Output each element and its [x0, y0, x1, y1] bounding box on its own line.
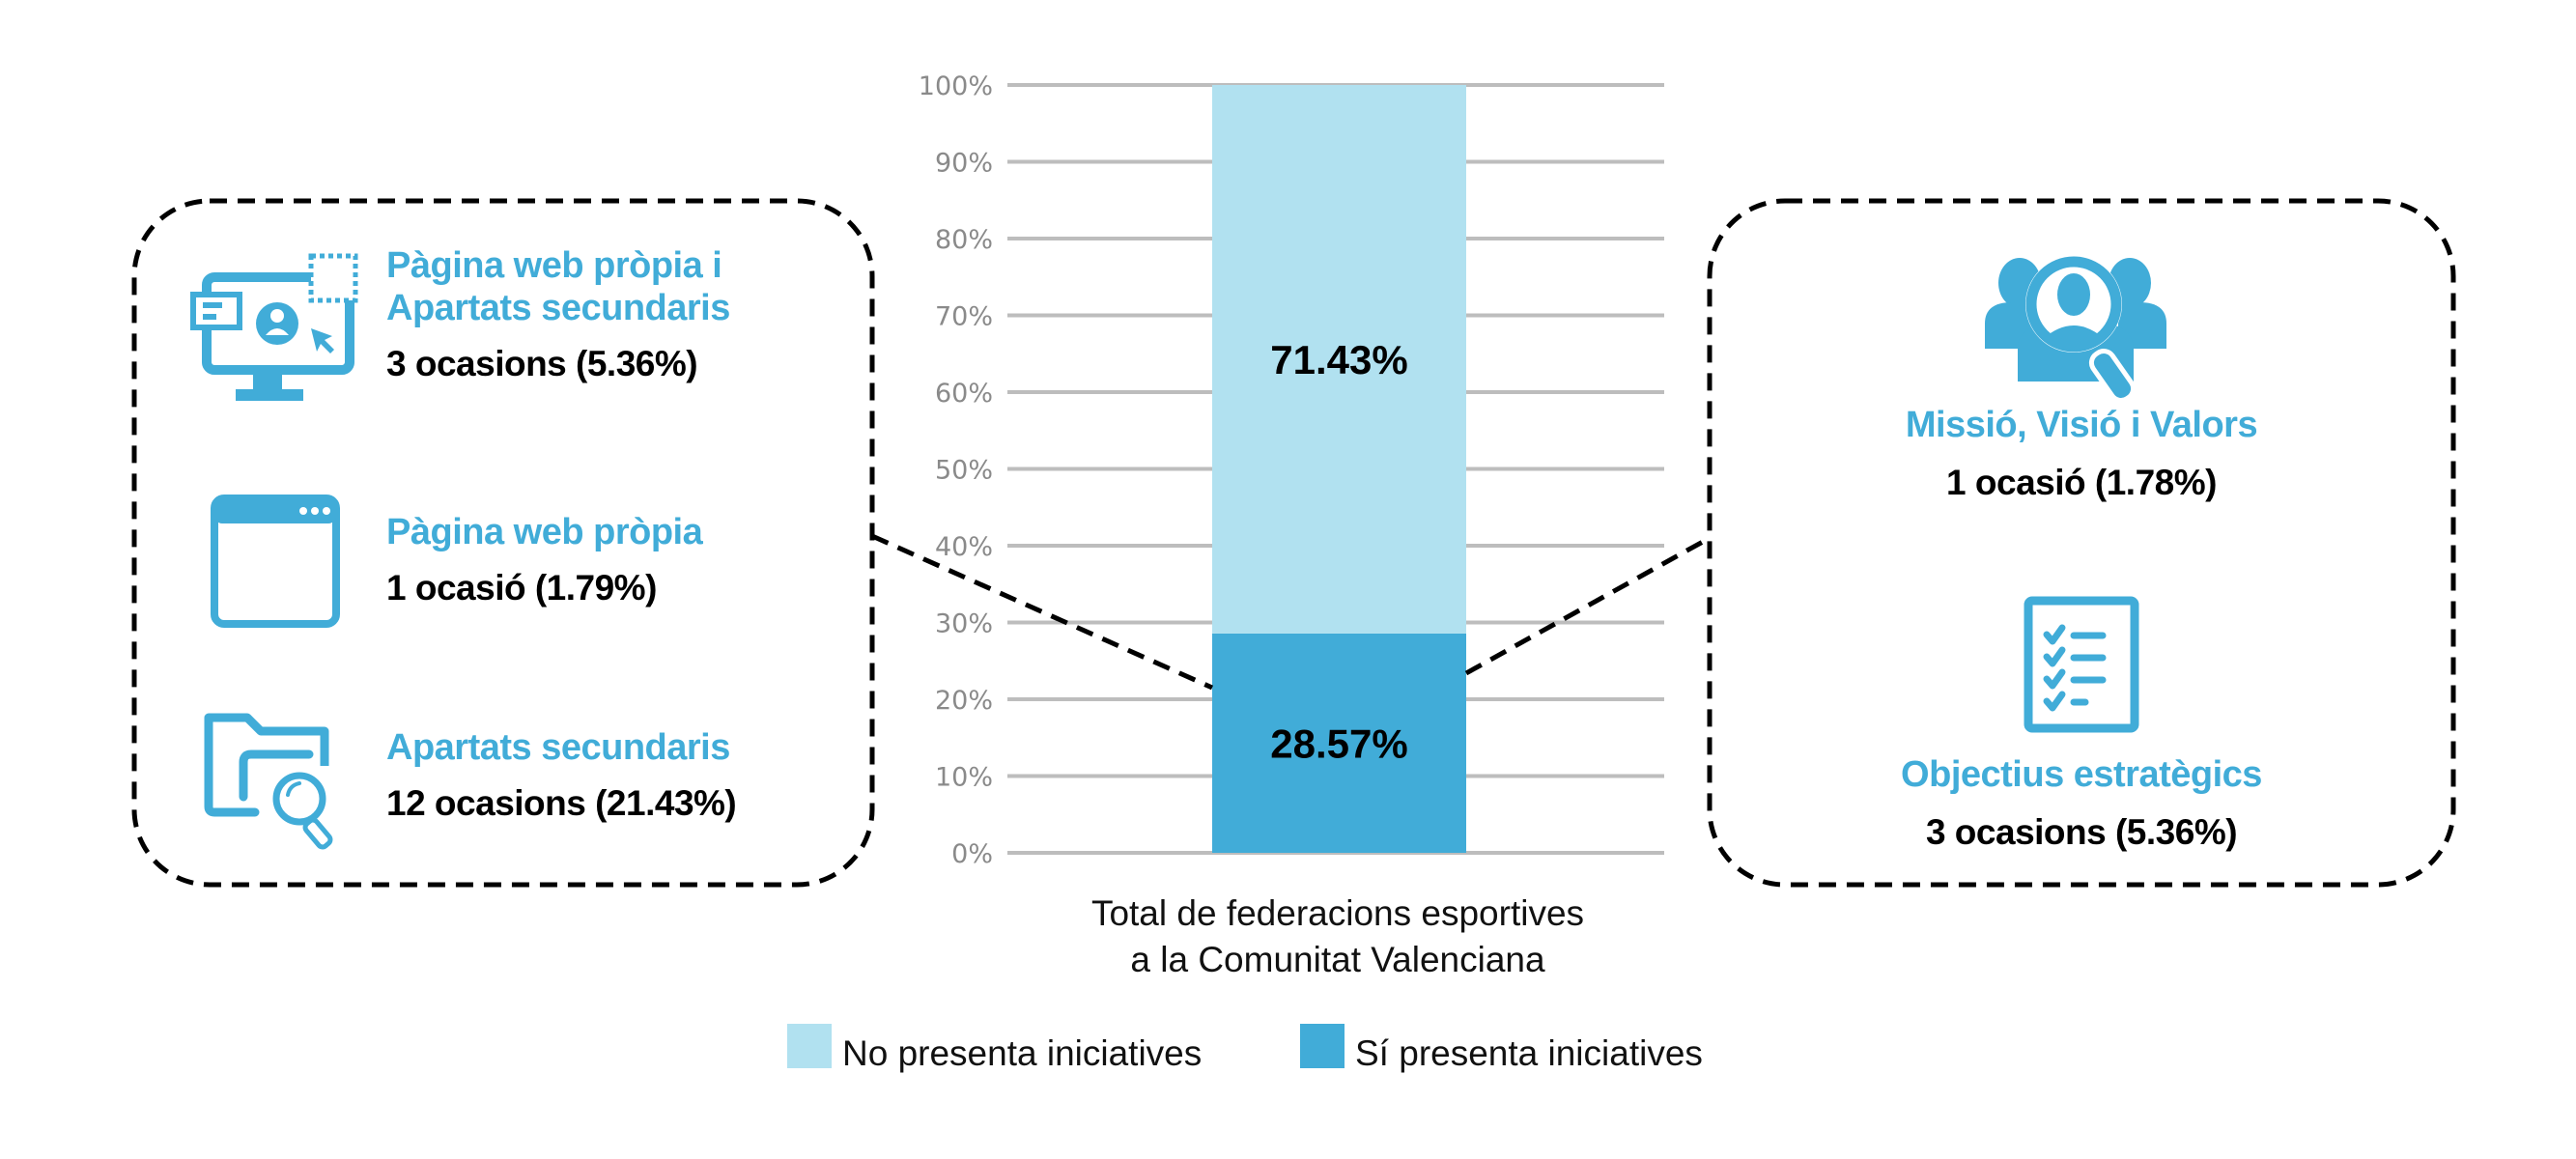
y-tick-label: 10%: [935, 763, 993, 793]
item-count: 3 ocasions (5.36%): [1925, 812, 2238, 852]
people-search-icon: [1985, 256, 2166, 403]
y-tick-label: 80%: [935, 225, 993, 255]
y-axis-ticks: 0% 10% 20% 30% 40% 50% 60% 70% 80% 90% 100%: [919, 71, 993, 869]
item-title-line: Apartats secundaris: [386, 288, 730, 328]
bar-data-label: 28.57%: [1270, 721, 1407, 766]
category-label-line-2: a la Comunitat Valenciana: [1130, 940, 1545, 979]
item-title-line: Pàgina web pròpia i: [386, 245, 722, 286]
bar-segment-si: [1212, 633, 1466, 853]
item-count: 3 ocasions (5.36%): [386, 344, 698, 383]
y-tick-label: 100%: [919, 71, 993, 101]
left-connector-line: [870, 533, 1214, 691]
left-item-sections: Apartats secundaris 12 ocasions (21.43%): [386, 726, 737, 825]
y-tick-label: 0%: [951, 839, 993, 869]
y-tick-label: 50%: [935, 456, 993, 486]
y-tick-label: 30%: [935, 609, 993, 639]
left-item-web-and-sections: Pàgina web pròpia i Apartats secundaris …: [386, 244, 730, 385]
right-connector-line: [1464, 535, 1712, 676]
folder-search-icon: [204, 713, 333, 850]
left-item-web: Pàgina web pròpia 1 ocasió (1.79%): [386, 511, 703, 609]
item-count: 12 ocasions (21.43%): [386, 783, 737, 823]
item-title-line: Missió, Visió i Valors: [1905, 405, 2258, 445]
right-callout-box: [1707, 198, 2456, 888]
y-tick-label: 20%: [935, 686, 993, 716]
left-callout-box: [131, 198, 875, 888]
item-count: 1 ocasió (1.78%): [1946, 463, 2217, 502]
category-label-line-1: Total de federacions esportives: [1091, 893, 1584, 933]
legend-label-si: Sí presenta iniciatives: [1355, 1033, 1703, 1073]
right-item-objectives: Objectius estratègics 3 ocasions (5.36%): [1710, 753, 2453, 854]
item-title-line: Apartats secundaris: [386, 727, 730, 768]
legend-swatch-si: [1300, 1024, 1345, 1068]
legend: No presenta iniciatives Sí presenta inic…: [787, 1024, 1703, 1073]
stacked-bar: [1212, 85, 1466, 853]
checklist-icon: [2024, 596, 2139, 733]
item-title-line: Objectius estratègics: [1901, 754, 2262, 795]
y-tick-label: 60%: [935, 379, 993, 409]
legend-swatch-no: [787, 1024, 832, 1068]
bar-segment-no: [1212, 85, 1466, 634]
right-item-mission: Missió, Visió i Valors 1 ocasió (1.78%): [1710, 404, 2453, 504]
legend-label-no: No presenta iniciatives: [842, 1033, 1202, 1073]
item-count: 1 ocasió (1.79%): [386, 568, 657, 608]
y-tick-label: 90%: [935, 149, 993, 179]
y-tick-label: 40%: [935, 532, 993, 562]
callout-connectors: [870, 533, 1712, 691]
bar-labels: 28.57% 71.43%: [1270, 337, 1407, 767]
monitor-user-icon: [190, 253, 358, 401]
y-tick-label: 70%: [935, 302, 993, 332]
bar-data-label: 71.43%: [1270, 337, 1407, 382]
browser-window-icon: [211, 495, 340, 628]
item-title-line: Pàgina web pròpia: [386, 512, 703, 552]
